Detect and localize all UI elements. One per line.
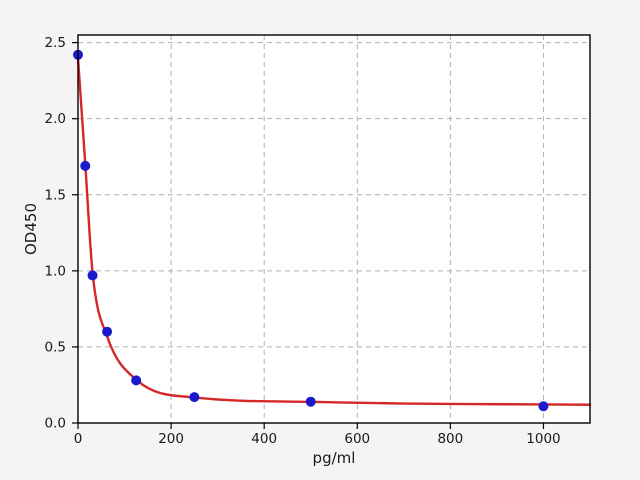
y-tick-label: 1.0	[45, 263, 66, 279]
plot-background-layer	[78, 35, 590, 423]
x-tick-label: 400	[251, 431, 277, 447]
x-tick-label: 200	[158, 431, 184, 447]
tick-marks-layer	[72, 42, 545, 429]
y-axis-label: OD450	[22, 203, 40, 255]
y-tick-label: 0.5	[45, 339, 66, 355]
data-point	[131, 375, 142, 386]
y-tick-label: 1.5	[45, 187, 66, 203]
plot-area	[78, 35, 590, 423]
data-points-layer	[73, 49, 549, 412]
x-tick-label: 600	[344, 431, 370, 447]
fit-curve-layer	[76, 56, 592, 406]
data-point	[80, 160, 91, 171]
4pl-fit-curve	[76, 56, 592, 406]
x-tick-label: 0	[74, 431, 83, 447]
y-tick-label: 2.0	[45, 111, 66, 127]
data-point	[102, 326, 113, 337]
data-point	[189, 392, 200, 403]
tick-labels-layer: 0 200 400 600 800 1000 0.0 0.5 1.0 1.5 2.0 2.5	[45, 35, 561, 447]
y-tick-label: 2.5	[45, 35, 66, 51]
axes-spines	[77, 34, 591, 424]
data-point	[305, 396, 316, 407]
x-axis-label: pg/ml	[313, 449, 356, 467]
data-point	[87, 270, 98, 281]
x-tick-label: 1000	[526, 431, 560, 447]
x-tick-label: 800	[437, 431, 463, 447]
data-point	[538, 401, 549, 412]
axes-spines-layer	[77, 34, 591, 424]
y-tick-label: 0.0	[45, 416, 66, 432]
